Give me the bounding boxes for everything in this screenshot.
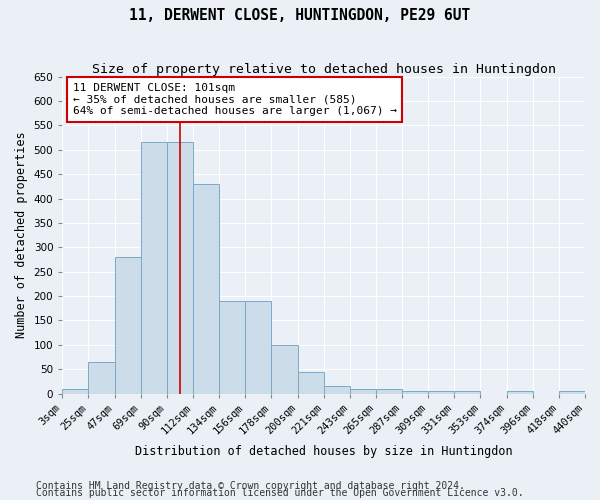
Bar — [62, 388, 88, 394]
Text: 11, DERWENT CLOSE, HUNTINGDON, PE29 6UT: 11, DERWENT CLOSE, HUNTINGDON, PE29 6UT — [130, 8, 470, 22]
Bar — [559, 391, 585, 394]
Bar — [141, 142, 167, 394]
Bar — [193, 184, 219, 394]
Bar — [402, 391, 428, 394]
Bar — [376, 388, 402, 394]
Bar — [167, 142, 193, 394]
Title: Size of property relative to detached houses in Huntingdon: Size of property relative to detached ho… — [92, 62, 556, 76]
Bar — [454, 391, 481, 394]
Bar — [350, 388, 376, 394]
Y-axis label: Number of detached properties: Number of detached properties — [15, 132, 28, 338]
Bar — [506, 391, 533, 394]
Bar — [323, 386, 350, 394]
Text: 11 DERWENT CLOSE: 101sqm
← 35% of detached houses are smaller (585)
64% of semi-: 11 DERWENT CLOSE: 101sqm ← 35% of detach… — [73, 83, 397, 116]
Bar — [245, 301, 271, 394]
Bar — [271, 345, 298, 394]
X-axis label: Distribution of detached houses by size in Huntingdon: Distribution of detached houses by size … — [135, 444, 512, 458]
Bar — [298, 372, 323, 394]
Bar — [428, 391, 454, 394]
Bar — [115, 257, 141, 394]
Text: Contains HM Land Registry data © Crown copyright and database right 2024.: Contains HM Land Registry data © Crown c… — [36, 481, 465, 491]
Bar — [88, 362, 115, 394]
Text: Contains public sector information licensed under the Open Government Licence v3: Contains public sector information licen… — [36, 488, 524, 498]
Bar — [219, 301, 245, 394]
